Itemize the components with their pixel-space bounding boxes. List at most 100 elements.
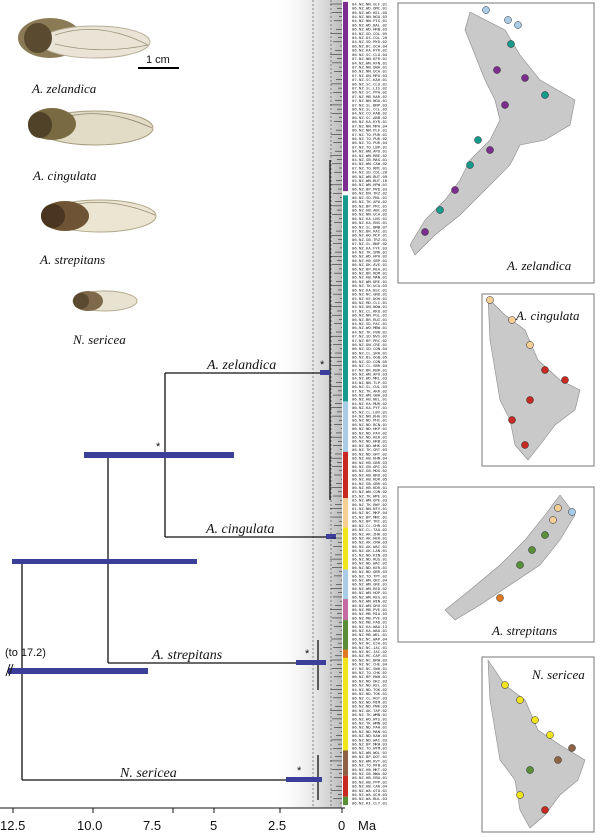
tip-label: 06.NZ.HB.KDR.05: [352, 477, 388, 482]
tip-label: 07.NZ.BP.PRC.02: [352, 338, 388, 343]
clade-color-bar: [343, 401, 348, 452]
tip-label: 06.NZ.DN.TRZ.02: [352, 191, 388, 196]
tip-label: 06.NZ.WO.WTS.01: [352, 716, 388, 721]
tip-label: 06.NZ.ND.TOK.01: [352, 691, 388, 696]
axis-tick-10: 10.0: [77, 818, 102, 833]
tip-label: 04.NZ.WN.RBE.02: [352, 153, 388, 158]
tip-label: 06.NZ.NN.UCA.02: [352, 212, 388, 217]
tip-label: 06.NZ.BS.OGB.05: [352, 355, 388, 360]
tip-label: 06.NZ.HB.MAN.01: [352, 275, 388, 280]
photo-label-zelandica: A. zelandica: [31, 81, 97, 96]
tip-label: 06.NZ.ND.WAI.03: [352, 737, 388, 742]
tip-label: 07.NZ.SD.NVS.02: [352, 334, 388, 339]
tip-label: 04.NZ.SD.COL.20: [352, 170, 388, 175]
tip-label: 06.NZ.ND.HKP.01: [352, 426, 388, 431]
tip-label: 06.NZ.KA.WAA.01: [352, 628, 388, 633]
tip-labels: 04.NZ.NN.GLF.0106.NZ.WD.OMC.0106.NZ.WD.K…: [352, 1, 388, 805]
tip-label: 04.NZ.WN.RFN.01: [352, 60, 388, 65]
tip-label: 04.NZ.WD.MRL.03: [352, 376, 388, 381]
tip-label: 06.NZ.WN.HOP.01: [352, 590, 388, 595]
tip-label: 07.NZ.CL.KKU.02: [352, 308, 388, 313]
clade-color-bar: [343, 451, 348, 499]
tip-label: 06.NZ.HB.KHN.04: [352, 456, 388, 461]
tip-label: 06.NZ.SL.CCL.03: [352, 107, 388, 112]
tip-label: 06.NZ.NC.CHE.04: [352, 662, 388, 667]
tip-label: 04.NZ.NN.TLP.01: [352, 380, 388, 385]
tip-label: 06.NZ.NC.JAC.01: [352, 645, 388, 650]
tip-label: 06.NZ.BP.PRC.01: [352, 203, 388, 208]
tip-label: 06.NZ.BP.REA.01: [352, 266, 388, 271]
axis-tick-7-5: 7.5: [143, 818, 161, 833]
tip-label: 06.NZ.ND.PAH.01: [352, 725, 388, 730]
tip-label: 06.NZ.NN.UCA.01: [352, 69, 388, 74]
map-label-sericea: N. sericea: [531, 667, 585, 682]
root-note: (to 17.2): [5, 647, 46, 659]
map-dots-strepitans: [496, 504, 576, 602]
map-label-strepitans: A. strepitans: [491, 623, 557, 638]
tip-label: 06.NZ.NC.GNU.01: [352, 292, 388, 297]
tip-label: 06.NZ.ND.PWK.03: [352, 704, 388, 709]
clade-color-bar: [343, 1, 348, 192]
tip-label: 06.NZ.WD.HPA.02: [352, 254, 388, 259]
tip-label: 06.NZ.HB.EBU.01: [352, 775, 388, 780]
tip-label: 01.NZ.NN.NTV.01: [352, 506, 388, 511]
tip-label: 06.NZ.HB.KDR.01: [352, 485, 388, 490]
tip-label: 06.NZ.WA.BUL.03: [352, 796, 388, 801]
tip-label: 06.NZ.MD.CLI.01: [352, 300, 388, 305]
tip-label: 07.NZ.TO.RMI.01: [352, 165, 388, 170]
tip-label: 06.NZ.HB.SBP.01: [352, 258, 388, 263]
tip-label: 07.NZ.NN.NGA.01: [352, 98, 388, 103]
map-panel-cingulata: [481, 293, 595, 467]
tip-label: 07.NZ.SL.LIS.02: [352, 86, 388, 91]
clade-color-bar: [343, 796, 348, 806]
tip-label: 04.NZ.SD.COL.05: [352, 31, 388, 36]
tip-label: 06.NZ.SD.CON.05: [352, 359, 388, 364]
tip-label: 04.NZ.NN.PIG.01: [352, 18, 388, 23]
tip-label: 06.NZ.CL.RGT.03: [352, 695, 388, 700]
tip-label: 06.NZ.WD.HRB.03: [352, 27, 388, 32]
tip-label: 06.NZ.SC.CLU.04: [352, 52, 388, 57]
map-panel-sericea: [481, 656, 595, 833]
tip-label: 06.NZ.ND.KER.01: [352, 435, 388, 440]
tip-label: 06.NZ.TK.WMN.01: [352, 712, 388, 717]
map-dots-cingulata: [486, 296, 569, 449]
tip-label: 04.NZ.CO.KAB.02: [352, 111, 388, 116]
tip-label: 06.NZ.BP.MYD.03: [352, 186, 388, 191]
tip-label: 07.NZ.DN.MPA.03: [352, 73, 388, 78]
tip-label: 04.NZ.SD.MYD.02: [352, 39, 388, 44]
clade-color-bar: [343, 657, 348, 751]
tip-label: 06.NZ.WN.HPW.01: [352, 182, 388, 187]
tip-label: 06.NZ.WN.APU.03: [352, 371, 388, 376]
tip-label: 06.NZ.SC.ABB.02: [352, 115, 388, 120]
tip-label: 06.NZ.ND.MAN.01: [352, 729, 388, 734]
tip-label: 07.NZ.MB.RAR.02: [352, 94, 388, 99]
clade-color-bar: [343, 775, 348, 797]
axis-unit: Ma: [358, 818, 377, 833]
tip-label: 06.NZ.AK.CRW.03: [352, 540, 388, 545]
clade-color-bar: [343, 620, 348, 650]
tip-label: 06.NZ.TO.CHK.02: [352, 670, 388, 675]
clade-color-bar: [343, 599, 348, 621]
tip-label: 06.NZ.KA.KYR.02: [352, 48, 388, 53]
tip-label: 06.NZ.NC.JAC.02: [352, 649, 388, 654]
tip-label: 06.NZ.NN.PGL.01: [352, 313, 388, 318]
tip-label: 06.NZ.NC.UJA.01: [352, 641, 388, 646]
clade-color-bar: [343, 649, 348, 658]
tip-label: 07.NZ.TK.AKR.02: [352, 388, 388, 393]
node-error-bars: [8, 370, 336, 782]
time-axis: [0, 807, 345, 813]
tip-label: 07.NZ.BR.RAI.01: [352, 228, 388, 233]
tip-label: 06.NZ.ND.MIM.01: [352, 699, 388, 704]
tip-label: 04.NZ.KA.MUR.02: [352, 401, 388, 406]
tip-label: 07.NZ.TO.PUR.01: [352, 132, 388, 137]
tip-label: 06.NZ.WA.OTO.01: [352, 788, 388, 793]
tip-label: 06.NZ.NC.MKP.04: [352, 510, 388, 515]
tip-label: 06.NZ.ND.PHI.01: [352, 418, 388, 423]
tip-label: 04.NZ.DS.COL.20: [352, 35, 388, 40]
tip-label: 06.NZ.BC.OCH.04: [352, 43, 388, 48]
tip-label: 06.NZ.ND.PAV.02: [352, 430, 388, 435]
tip-label: 04.NZ.WN.CAW.02: [352, 161, 388, 166]
tip-label: 06.NZ.WN.REG.01: [352, 594, 388, 599]
tip-label: 06.NZ.GB.TRZ.01: [352, 237, 388, 242]
